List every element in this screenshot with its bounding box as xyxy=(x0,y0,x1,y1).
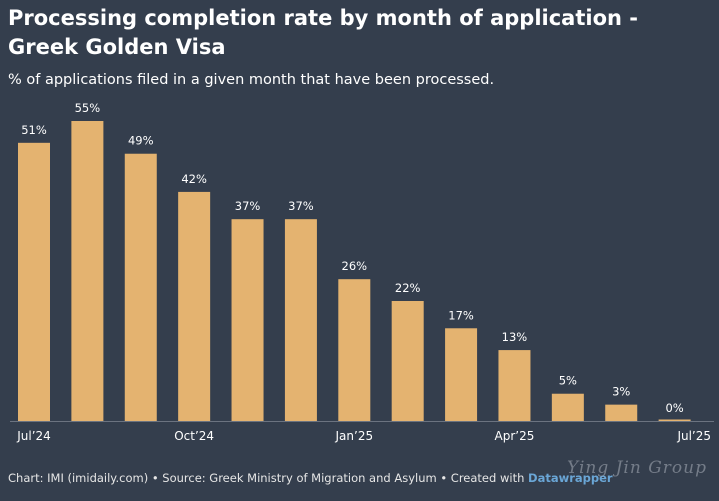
bar-mar-25 xyxy=(445,328,478,421)
x-tick-label: Jul’25 xyxy=(676,429,711,443)
value-label: 26% xyxy=(342,259,368,273)
bar-sep-24 xyxy=(124,153,157,421)
watermark-logo: Ying Jin Group xyxy=(567,458,707,478)
bar-jun-25 xyxy=(605,404,638,421)
bar-nov-24 xyxy=(231,219,264,421)
chart-footer: Chart: IMI (imidaily.com) • Source: Gree… xyxy=(8,471,613,485)
bar-aug-24 xyxy=(71,121,104,421)
source-note: Chart: IMI (imidaily.com) • Source: Gree… xyxy=(8,471,525,485)
value-label: 37% xyxy=(235,199,261,213)
bar-jan-25 xyxy=(338,279,371,421)
x-tick-label: Oct’24 xyxy=(174,429,214,443)
chart-title: Processing completion rate by month of a… xyxy=(8,6,638,59)
bar-jul-25 xyxy=(658,419,691,421)
bar-apr-25 xyxy=(498,350,531,421)
value-label: 0% xyxy=(665,401,683,415)
value-label: 3% xyxy=(612,385,630,399)
bar-dec-24 xyxy=(284,219,317,421)
bar-oct-24 xyxy=(178,191,211,421)
value-label: 22% xyxy=(395,281,421,295)
value-label: 13% xyxy=(502,330,528,344)
datawrapper-link[interactable]: Datawrapper xyxy=(528,471,613,485)
value-label: 49% xyxy=(128,134,154,148)
value-label: 5% xyxy=(559,374,577,388)
bar-jul-24 xyxy=(18,142,50,421)
bar-feb-25 xyxy=(391,301,424,421)
x-tick-label: Jan’25 xyxy=(335,429,374,443)
value-label: 51% xyxy=(21,123,47,137)
x-tick-label: Jul’24 xyxy=(16,429,51,443)
chart-subtitle: % of applications filed in a given month… xyxy=(8,72,495,88)
bar-may-25 xyxy=(551,393,584,421)
value-label: 42% xyxy=(181,172,207,186)
x-tick-label: Apr’25 xyxy=(495,429,535,443)
value-label: 17% xyxy=(448,308,474,322)
value-label: 37% xyxy=(288,199,314,213)
value-label: 55% xyxy=(75,101,101,115)
